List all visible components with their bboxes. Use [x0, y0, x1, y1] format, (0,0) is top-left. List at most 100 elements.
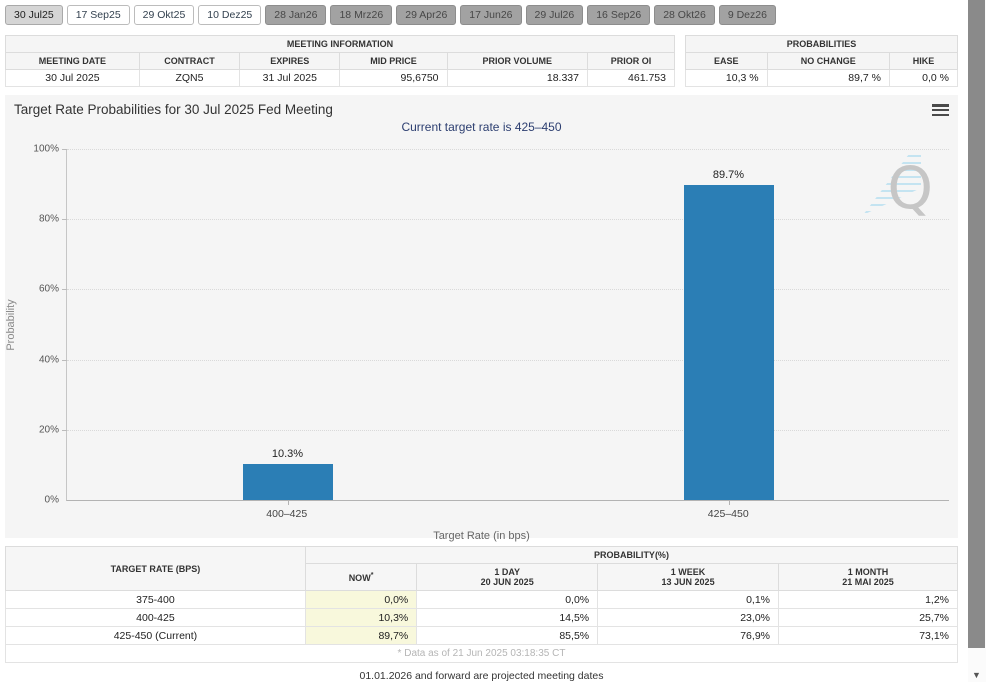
vertical-scrollbar: ▼ — [968, 0, 986, 682]
tab-meeting-29apr26[interactable]: 29 Apr26 — [396, 5, 457, 25]
week-cell: 76,9% — [597, 626, 779, 645]
gridline-100 — [62, 149, 949, 150]
now-cell: 0,0% — [304, 590, 418, 609]
meeting-date-value: 30 Jul 2025 — [5, 69, 140, 87]
expires-value: 31 Jul 2025 — [239, 69, 341, 87]
meeting-information-table: MEETING INFORMATION MEETING DATE CONTRAC… — [5, 35, 675, 87]
week-cell: 23,0% — [597, 608, 779, 627]
tab-meeting-17sep25[interactable]: 17 Sep25 — [66, 5, 130, 25]
day-cell: 85,5% — [416, 626, 599, 645]
col-header-no-change: NO CHANGE — [766, 52, 890, 70]
tab-meeting-10dez25[interactable]: 10 Dez25 — [198, 5, 262, 25]
x-axis-title: Target Rate (in bps) — [433, 530, 530, 542]
col-header-ease: EASE — [685, 52, 768, 70]
tab-meeting-29jul26[interactable]: 29 Jul26 — [525, 5, 584, 25]
y-tick-label: 20% — [38, 424, 59, 436]
rate-425-450-current: 425-450 (Current) — [5, 626, 306, 645]
y-tick-label: 0% — [44, 494, 59, 506]
probabilities-title: PROBABILITIES — [685, 35, 958, 53]
col-header-expires: EXPIRES — [239, 52, 341, 70]
y-tick-label: 80% — [38, 213, 59, 225]
tab-meeting-28okt26[interactable]: 28 Okt26 — [654, 5, 715, 25]
now-cell: 10,3% — [304, 608, 418, 627]
tab-meeting-17jun26[interactable]: 17 Jun26 — [460, 5, 522, 25]
tab-meeting-18mrz26[interactable]: 18 Mrz26 — [330, 5, 393, 25]
no-change-value: 89,7 % — [766, 69, 890, 87]
chart-subtitle: Current target rate is 425–450 — [401, 120, 562, 134]
x-tick-label: 400–425 — [266, 508, 308, 520]
col-header-target-rate: TARGET RATE (BPS) — [5, 546, 306, 591]
y-tick-label: 40% — [38, 354, 59, 366]
gridline-80 — [62, 219, 949, 221]
watermark-stripes — [863, 155, 921, 215]
scroll-down-arrow-icon[interactable]: ▼ — [972, 670, 981, 680]
col-header-prior-volume: PRIOR VOLUME — [446, 52, 589, 70]
y-tick-label: 100% — [33, 143, 59, 155]
data-as-of-row: * Data as of 21 Jun 2025 03:18:35 CT — [5, 644, 958, 663]
watermark-q-letter: Q — [887, 154, 933, 222]
x-tick-mark — [287, 500, 289, 505]
tab-meeting-28jan26[interactable]: 28 Jan26 — [265, 5, 327, 25]
projected-dates-note: 01.01.2026 and forward are projected mee… — [359, 670, 604, 682]
col-header-meeting-date: MEETING DATE — [5, 52, 140, 70]
data-as-of-footnote: * Data as of 21 Jun 2025 03:18:35 CT — [5, 644, 958, 663]
now-cell: 89,7% — [304, 626, 418, 645]
day-cell: 0,0% — [416, 590, 599, 609]
rate-375-400: 375-400 — [5, 590, 306, 609]
x-tick-label: 425–450 — [707, 508, 749, 520]
table-row: 375-400 0,0% 0,0% 0,1% 1,2% — [5, 590, 958, 609]
rate-400-425: 400-425 — [5, 608, 306, 627]
prior-oi-value: 461.753 — [587, 69, 675, 87]
contract-value: ZQN5 — [138, 69, 241, 87]
col-header-contract: CONTRACT — [138, 52, 241, 70]
meeting-information-title: MEETING INFORMATION — [5, 35, 675, 53]
chart-plot-area: 100% 80% 60% 40% 20% 0% Probability 10.3… — [5, 144, 949, 506]
chart-menu-icon[interactable] — [932, 104, 949, 116]
month-cell: 25,7% — [778, 608, 958, 627]
quikstrike-watermark: Q — [863, 155, 935, 221]
tab-meeting-9dez26[interactable]: 9 Dez26 — [718, 5, 776, 25]
col-header-now: NOW* — [304, 563, 418, 591]
week-cell: 0,1% — [597, 590, 779, 609]
gridline-60 — [62, 289, 949, 291]
col-header-mid-price: MID PRICE — [339, 52, 448, 70]
table-row: 400-425 10,3% 14,5% 23,0% 25,7% — [5, 608, 958, 627]
day-cell: 14,5% — [416, 608, 599, 627]
month-cell: 1,2% — [778, 590, 958, 609]
chart-title: Target Rate Probabilities for 30 Jul 202… — [14, 102, 333, 117]
tab-meeting-29okt25[interactable]: 29 Okt25 — [133, 5, 195, 25]
probability-history-table: TARGET RATE (BPS) PROBABILITY(%) NOW* 1 … — [5, 546, 959, 663]
bar-group-425-450: 89.7% — [683, 149, 774, 500]
probability-span-header: PROBABILITY(%) — [304, 546, 959, 564]
tab-meeting-16sep26[interactable]: 16 Sep26 — [587, 5, 651, 25]
col-header-hike: HIKE — [888, 52, 959, 70]
gridline-20 — [62, 429, 949, 431]
scrollbar-thumb[interactable] — [968, 0, 985, 648]
ease-value: 10,3 % — [685, 69, 768, 87]
y-tick-label: 60% — [38, 283, 59, 295]
y-axis-title: Probability — [5, 298, 17, 351]
probabilities-summary-table: PROBABILITIES EASE NO CHANGE HIKE 10,3 %… — [685, 35, 959, 87]
bar-425-450[interactable] — [683, 185, 774, 500]
hike-value: 0,0 % — [888, 69, 959, 87]
bar-group-400-425: 10.3% — [242, 149, 333, 500]
bar-value-label: 10.3% — [271, 447, 304, 460]
mid-price-value: 95,6750 — [339, 69, 448, 87]
target-rate-chart-panel: Target Rate Probabilities for 30 Jul 202… — [5, 95, 958, 542]
col-header-prior-oi: PRIOR OI — [587, 52, 675, 70]
gridline-40 — [62, 359, 949, 361]
bar-value-label: 89.7% — [712, 169, 745, 182]
table-row: 425-450 (Current) 89,7% 85,5% 76,9% 73,1… — [5, 626, 958, 645]
tab-meeting-30jul25[interactable]: 30 Jul25 — [5, 5, 63, 25]
col-header-1-day: 1 DAY 20 JUN 2025 — [416, 563, 599, 591]
meeting-date-tabs: 30 Jul25 17 Sep25 29 Okt25 10 Dez25 28 J… — [5, 5, 958, 25]
bar-400-425[interactable] — [242, 463, 333, 500]
col-header-1-month: 1 MONTH 21 MAI 2025 — [778, 563, 958, 591]
table-row: 10,3 % 89,7 % 0,0 % — [685, 69, 959, 87]
prior-volume-value: 18.337 — [446, 69, 589, 87]
x-tick-mark — [728, 500, 730, 505]
month-cell: 73,1% — [778, 626, 958, 645]
col-header-1-week: 1 WEEK 13 JUN 2025 — [597, 563, 779, 591]
table-row: 30 Jul 2025 ZQN5 31 Jul 2025 95,6750 18.… — [5, 69, 675, 87]
